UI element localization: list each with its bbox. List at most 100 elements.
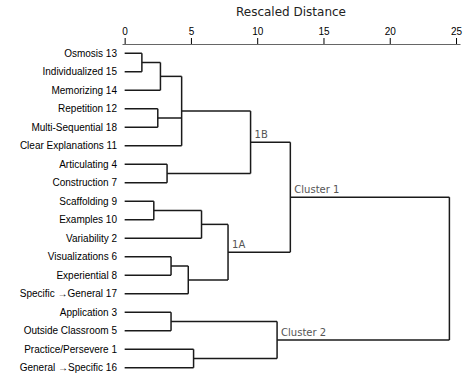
x-tick-mark [323, 38, 324, 44]
dendrogram-arm [158, 117, 182, 119]
leaf-label: Clear Explanations 11 [20, 140, 118, 151]
x-tick-label: 25 [451, 26, 463, 37]
dendrogram-arm [202, 224, 229, 226]
leaf-label: Memorizing 14 [51, 85, 117, 96]
leaf-label: Articulating 4 [59, 159, 117, 170]
dendrogram-arm [154, 210, 202, 212]
leaf-tick: Variability 2 [66, 233, 117, 244]
cluster-label: Cluster 2 [281, 327, 326, 338]
dendrogram-arm [171, 265, 188, 267]
y-axis: Osmosis 13 Individualized 15 Memorizing 14… [20, 48, 118, 374]
dendrogram-arm [125, 108, 158, 110]
cluster-label: Cluster 1 [294, 184, 339, 195]
leaf-tick: Multi-Sequential 18 [31, 122, 117, 133]
x-tick: 25 [451, 26, 463, 44]
leaf-tick: Examples 10 [59, 214, 117, 225]
x-tick: 5 [189, 26, 195, 44]
leaf-tick: Articulating 4 [59, 159, 117, 170]
dendrogram-arm [194, 358, 278, 360]
leaf-label: Visualizations 6 [48, 251, 118, 262]
leaf-label: Practice/Persevere 1 [24, 344, 117, 355]
dendrogram-arm [290, 196, 449, 198]
dendrogram-arm [251, 142, 291, 144]
dendrogram-arm [125, 312, 171, 314]
leaf-label: Application 3 [60, 307, 118, 318]
leaf-tick: Scaffolding 9 [59, 196, 117, 207]
dendrogram-arm [125, 201, 154, 203]
leaf-label: Repetition 12 [58, 103, 117, 114]
leaf-tick: Specific →General 17 [20, 288, 118, 299]
x-tick-label: 0 [122, 26, 128, 37]
x-tick-label: 15 [318, 26, 330, 37]
leaf-label: Variability 2 [66, 233, 117, 244]
dendrogram-arm [125, 349, 194, 351]
dendrogram-arm [228, 251, 290, 253]
leaf-tick: Individualized 15 [43, 66, 118, 77]
x-axis: 0 5 10 15 20 25 [122, 26, 462, 45]
dendrogram-arm [171, 321, 277, 323]
x-axis-label: Rescaled Distance [236, 5, 346, 19]
x-tick: 20 [385, 26, 397, 44]
x-tick-mark [191, 38, 192, 44]
x-tick-mark [125, 38, 126, 44]
dendrogram-arm [125, 182, 167, 184]
leaf-tick: Application 3 [60, 307, 118, 318]
leaf-tick: Experiential 8 [56, 270, 117, 281]
x-tick: 0 [122, 26, 128, 44]
x-tick-mark [390, 38, 391, 44]
x-tick: 10 [252, 26, 264, 44]
leaf-tick: Osmosis 13 [64, 48, 117, 59]
leaf-tick: Repetition 12 [58, 103, 117, 114]
leaf-tick: General →Specific 16 [20, 362, 118, 373]
leaf-label: Scaffolding 9 [59, 196, 117, 207]
dendrogram-arm [142, 62, 161, 64]
dendrogram-link [449, 197, 451, 340]
dendrogram-arm [160, 76, 181, 78]
dendrogram-arm [125, 293, 189, 295]
dendrogram-arm [125, 256, 171, 258]
x-tick-mark [257, 38, 258, 44]
dendrogram-arm [125, 238, 202, 240]
leaf-tick: Outside Classroom 5 [24, 325, 118, 336]
cluster-label: 1A [232, 239, 245, 250]
x-tick-label: 20 [385, 26, 397, 37]
dendrogram-arm [125, 127, 158, 129]
leaf-tick: Clear Explanations 11 [20, 140, 118, 151]
leaf-label: Osmosis 13 [64, 48, 117, 59]
dendrogram-arm [125, 90, 161, 92]
leaf-tick: Construction 7 [53, 177, 118, 188]
dendrogram-lines [125, 53, 450, 368]
leaf-label: Specific →General 17 [20, 288, 118, 299]
dendrogram-arm [125, 164, 167, 166]
x-tick: 15 [318, 26, 330, 44]
dendrogram-arm [167, 173, 251, 175]
leaf-tick: Practice/Persevere 1 [24, 344, 117, 355]
dendrogram-arm [125, 71, 142, 73]
leaf-tick: Memorizing 14 [51, 85, 117, 96]
x-tick-label: 5 [189, 26, 195, 37]
dendrogram-arm [188, 279, 228, 281]
leaf-label: Outside Classroom 5 [24, 325, 118, 336]
x-axis-line [123, 44, 461, 45]
x-tick-mark [456, 38, 457, 44]
dendrogram-arm [125, 367, 194, 369]
dendrogram-arm [125, 219, 154, 221]
dendrogram-arm [125, 145, 182, 147]
plot: 0 5 10 15 20 25 Rescaled Distance Osmosis 13 Ind… [20, 5, 463, 373]
leaf-label: Multi-Sequential 18 [31, 122, 117, 133]
leaf-label: Examples 10 [59, 214, 117, 225]
dendrogram-arm [277, 339, 449, 341]
chart: 0 5 10 15 20 25 Rescaled Distance Osmosis 13 Ind… [0, 0, 474, 385]
dendrogram-arm [182, 110, 251, 112]
leaf-label: General →Specific 16 [20, 362, 118, 373]
dendrogram-arm [125, 275, 171, 277]
dendrogram-arm [125, 53, 142, 55]
cluster-label: 1B [255, 129, 268, 140]
leaf-tick: Visualizations 6 [48, 251, 118, 262]
annotations: 1B 1A Cluster 1 Cluster 2 [232, 129, 339, 338]
x-tick-label: 10 [252, 26, 264, 37]
leaf-label: Individualized 15 [43, 66, 118, 77]
leaf-label: Experiential 8 [56, 270, 117, 281]
leaf-label: Construction 7 [53, 177, 118, 188]
dendrogram-arm [125, 330, 171, 332]
